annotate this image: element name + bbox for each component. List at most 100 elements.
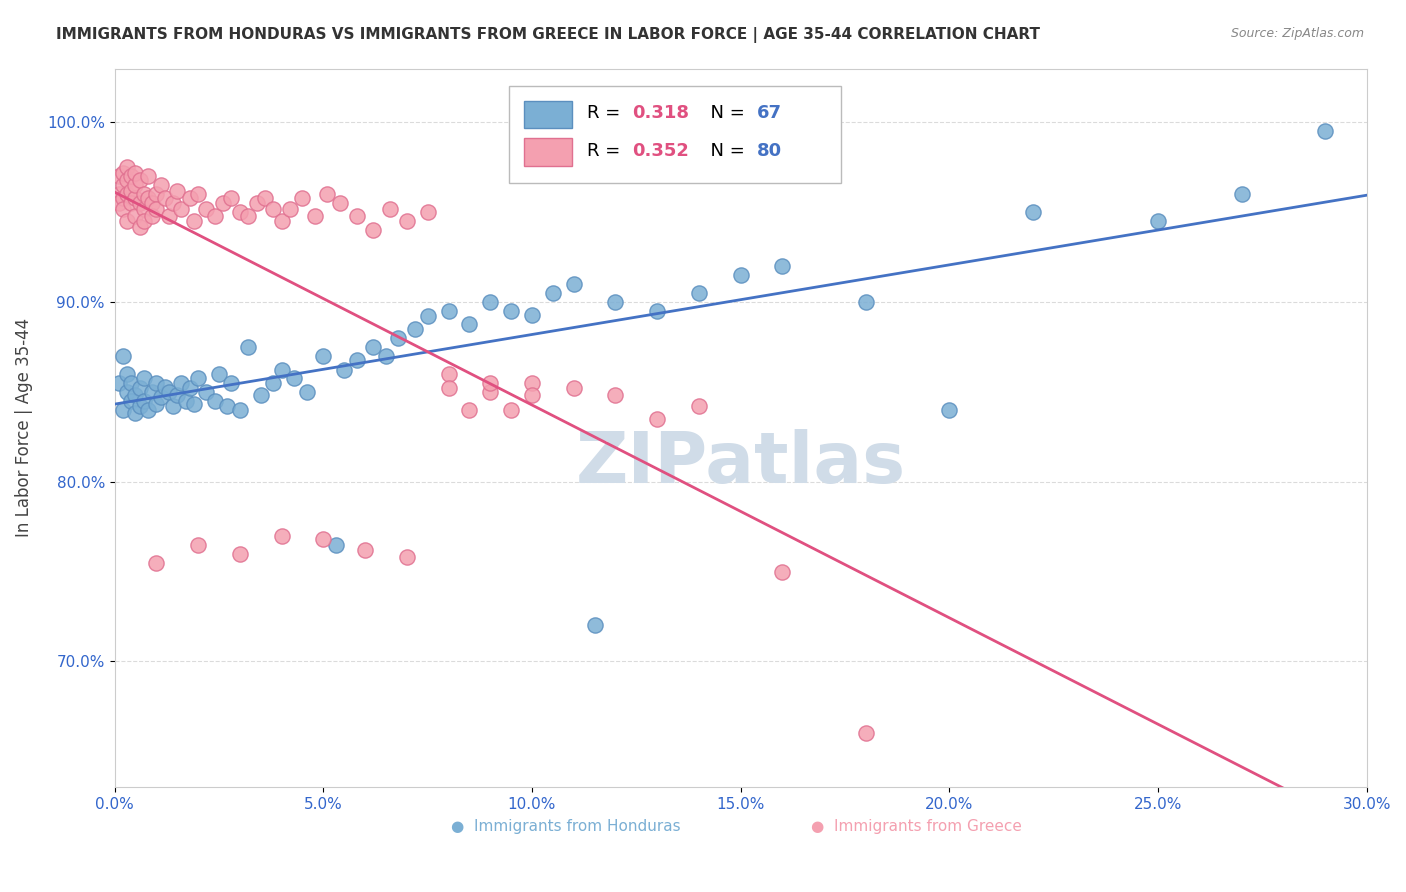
Point [541, 286, 564, 301]
Point [124, 407, 146, 421]
Point [605, 388, 627, 402]
Point [437, 304, 460, 318]
Text: ●  Immigrants from Greece: ● Immigrants from Greece [810, 819, 1021, 834]
Point [120, 169, 142, 184]
Point [153, 379, 176, 393]
Point [187, 538, 209, 552]
Point [1022, 205, 1045, 219]
Text: IMMIGRANTS FROM HONDURAS VS IMMIGRANTS FROM GREECE IN LABOR FORCE | AGE 35-44 CO: IMMIGRANTS FROM HONDURAS VS IMMIGRANTS F… [56, 27, 1040, 43]
Point [111, 191, 134, 205]
Point [458, 402, 481, 417]
Point [128, 399, 150, 413]
Point [145, 202, 167, 216]
Point [270, 214, 292, 228]
Point [645, 412, 668, 426]
Point [132, 202, 155, 216]
Point [855, 295, 877, 310]
Point [501, 402, 523, 417]
Point [128, 173, 150, 187]
Point [157, 384, 180, 399]
Point [141, 384, 163, 399]
Point [107, 196, 129, 211]
Point [730, 268, 752, 282]
Point [312, 349, 335, 363]
Point [149, 178, 172, 193]
Point [204, 393, 226, 408]
Point [128, 196, 150, 211]
Point [245, 196, 267, 211]
Point [195, 202, 218, 216]
Point [145, 556, 167, 570]
Point [363, 340, 385, 354]
Point [141, 196, 163, 211]
Point [132, 393, 155, 408]
Point [688, 399, 710, 413]
Point [179, 381, 201, 395]
Text: N =: N = [699, 104, 751, 122]
Point [1147, 214, 1170, 228]
Point [437, 367, 460, 381]
Point [132, 187, 155, 202]
Point [174, 393, 197, 408]
FancyBboxPatch shape [524, 101, 572, 128]
Point [295, 384, 318, 399]
Point [562, 277, 585, 291]
Point [111, 178, 134, 193]
FancyBboxPatch shape [524, 138, 572, 166]
Text: Source: ZipAtlas.com: Source: ZipAtlas.com [1230, 27, 1364, 40]
Point [107, 187, 129, 202]
Point [304, 209, 326, 223]
Text: 67: 67 [756, 104, 782, 122]
Point [688, 286, 710, 301]
Point [187, 187, 209, 202]
Point [583, 618, 606, 632]
Point [124, 166, 146, 180]
Point [238, 340, 260, 354]
Point [162, 399, 184, 413]
Point [162, 196, 184, 211]
Text: N =: N = [699, 142, 751, 161]
Point [416, 205, 439, 219]
Point [855, 726, 877, 740]
Point [124, 191, 146, 205]
Point [221, 376, 243, 390]
Point [115, 173, 138, 187]
Point [166, 184, 188, 198]
Point [128, 219, 150, 234]
Point [325, 538, 347, 552]
Point [136, 169, 159, 184]
Point [183, 214, 205, 228]
Point [124, 178, 146, 193]
Y-axis label: In Labor Force | Age 35-44: In Labor Force | Age 35-44 [15, 318, 32, 537]
Point [387, 331, 409, 345]
Text: R =: R = [586, 142, 626, 161]
Point [354, 543, 377, 558]
Point [111, 349, 134, 363]
Point [770, 565, 793, 579]
Point [128, 381, 150, 395]
Point [501, 304, 523, 318]
Point [404, 322, 426, 336]
Point [416, 310, 439, 324]
Point [136, 191, 159, 205]
Point [115, 367, 138, 381]
Point [229, 205, 252, 219]
Point [938, 402, 960, 417]
Point [437, 381, 460, 395]
Point [346, 209, 368, 223]
Point [217, 399, 239, 413]
Point [107, 169, 129, 184]
Point [157, 209, 180, 223]
Point [115, 187, 138, 202]
Point [153, 191, 176, 205]
Point [270, 363, 292, 377]
Point [145, 376, 167, 390]
Point [115, 214, 138, 228]
Point [136, 402, 159, 417]
Point [120, 393, 142, 408]
Point [520, 376, 543, 390]
Point [179, 191, 201, 205]
Point [479, 376, 502, 390]
Point [520, 308, 543, 322]
FancyBboxPatch shape [509, 87, 841, 184]
